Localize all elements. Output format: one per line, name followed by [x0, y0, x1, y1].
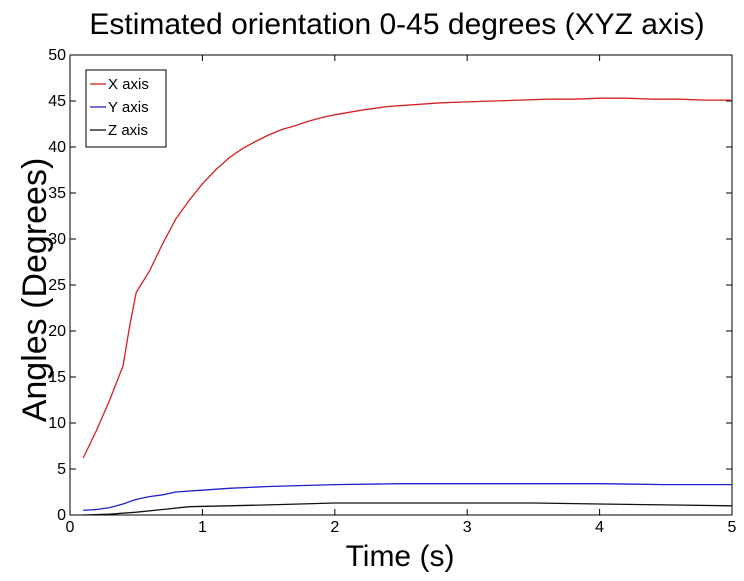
x-tick-label: 2 — [330, 519, 339, 536]
y-tick-label: 30 — [48, 231, 66, 248]
x-tick-label: 4 — [595, 519, 604, 536]
y-tick-label: 0 — [57, 507, 66, 524]
y-tick-label: 40 — [48, 139, 66, 156]
legend-label: Z axis — [108, 122, 148, 139]
series-line-z-axis — [83, 502, 733, 516]
y-axis-label: Angles (Degrees) — [16, 158, 54, 423]
y-tick-label: 5 — [57, 461, 66, 478]
y-tick-label: 50 — [48, 47, 66, 64]
x-tick-label: 5 — [728, 519, 737, 536]
legend-box — [85, 69, 167, 148]
series-line-x-axis — [82, 97, 732, 459]
legend: X axis Y axis Z axis — [85, 69, 167, 148]
y-tick-label: 45 — [48, 93, 66, 110]
y-tick-label: 15 — [48, 369, 66, 386]
x-tick-label: 1 — [198, 519, 207, 536]
x-axis-label: Time (s) — [346, 540, 455, 573]
y-tick-label: 20 — [48, 323, 66, 340]
x-tick-label: 3 — [463, 519, 472, 536]
legend-label: Y axis — [108, 99, 149, 116]
plot-area — [69, 54, 733, 516]
series-line-y-axis — [83, 483, 732, 512]
x-tick-label: 0 — [66, 519, 75, 536]
chart-title: Estimated orientation 0-45 degrees (XYZ … — [89, 8, 704, 41]
y-tick-label: 10 — [48, 415, 66, 432]
legend-label: X axis — [108, 76, 149, 93]
y-tick-label: 35 — [48, 185, 66, 202]
y-tick-label: 25 — [48, 277, 66, 294]
series-lines — [82, 97, 733, 516]
